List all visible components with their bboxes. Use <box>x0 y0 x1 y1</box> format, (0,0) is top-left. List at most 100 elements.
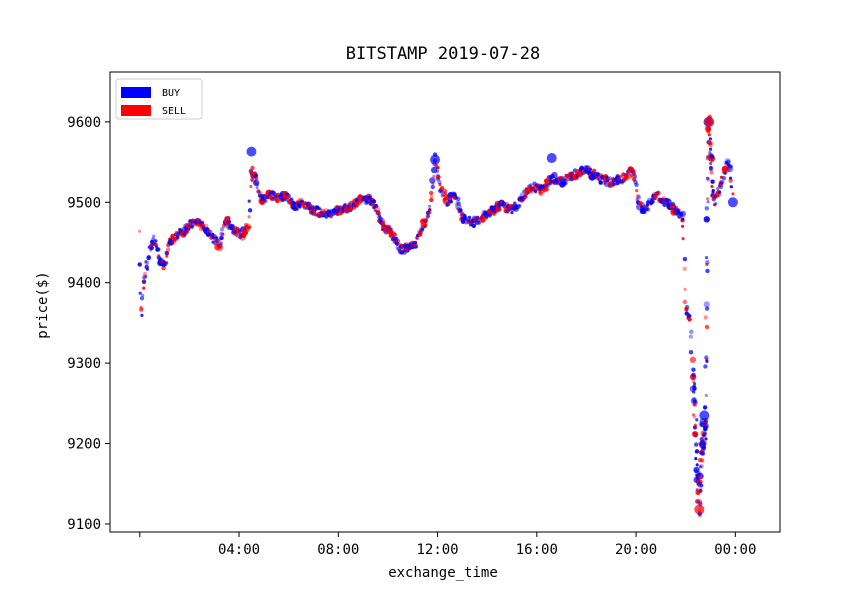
trade-point <box>381 220 386 226</box>
trade-point <box>634 182 639 188</box>
trade-point <box>166 251 170 255</box>
trade-point <box>142 271 148 277</box>
trade-point <box>142 286 146 290</box>
trade-point <box>426 214 430 218</box>
trade-point <box>253 173 259 178</box>
trade-point <box>598 180 603 185</box>
trade-point <box>250 165 255 171</box>
trade-point <box>377 211 381 215</box>
trade-point <box>176 235 180 239</box>
trade-point <box>429 177 436 184</box>
trade-point <box>430 154 441 165</box>
trade-point <box>693 400 698 405</box>
trade-point <box>718 190 722 194</box>
trade-point <box>662 202 667 207</box>
trade-point <box>139 305 143 310</box>
trade-point <box>402 249 406 253</box>
trade-point <box>476 215 480 219</box>
trade-point <box>166 247 171 252</box>
trade-point <box>710 141 714 145</box>
trade-point <box>145 264 149 268</box>
trade-point <box>505 208 510 213</box>
trade-point <box>682 256 688 262</box>
trade-point <box>681 217 685 221</box>
trade-point <box>681 237 685 241</box>
trade-point <box>144 260 148 264</box>
trade-point <box>247 199 251 203</box>
trade-point <box>708 137 713 141</box>
trade-point <box>689 356 697 363</box>
trade-point <box>253 179 260 187</box>
trade-point <box>255 176 259 181</box>
trade-point <box>524 195 528 199</box>
trade-point <box>481 217 486 222</box>
trade-point <box>682 299 688 305</box>
plot-area <box>137 114 738 518</box>
trade-point <box>137 262 142 267</box>
trade-point <box>709 154 715 160</box>
trade-point <box>160 259 166 264</box>
trade-point <box>689 329 694 334</box>
trade-point <box>650 198 655 203</box>
trade-point <box>152 234 156 238</box>
trade-point <box>693 423 697 427</box>
trade-point <box>698 481 702 485</box>
trade-point <box>275 198 280 204</box>
trade-point <box>458 208 463 213</box>
trade-point <box>709 161 713 166</box>
trade-point <box>349 200 353 204</box>
trade-point <box>692 384 696 388</box>
trade-point <box>244 225 249 229</box>
trade-point <box>699 486 703 490</box>
trade-point <box>435 169 440 173</box>
trade-point <box>590 173 594 177</box>
trade-point <box>606 178 610 183</box>
trade-point <box>216 243 224 250</box>
trade-point <box>271 190 276 196</box>
trade-point <box>700 451 706 456</box>
trade-point <box>467 215 472 219</box>
trade-point <box>693 466 700 474</box>
trade-point <box>438 182 442 187</box>
trade-point <box>475 217 481 223</box>
trade-point <box>328 214 334 219</box>
trade-point <box>302 205 306 209</box>
trade-point <box>729 185 733 189</box>
trade-point <box>546 153 557 164</box>
trade-point <box>196 218 202 223</box>
trade-point <box>605 175 609 179</box>
x-tick-label: 20:00 <box>615 542 657 558</box>
trade-point <box>167 239 175 246</box>
trade-point <box>701 445 707 450</box>
trade-point <box>456 201 461 206</box>
trade-point <box>705 197 710 201</box>
trade-point <box>471 223 476 228</box>
trade-point <box>247 225 251 229</box>
trade-point <box>139 296 145 301</box>
trade-point <box>688 314 692 318</box>
trade-point <box>709 147 713 151</box>
trade-point <box>708 143 713 148</box>
x-axis-label: exchange_time <box>388 565 498 581</box>
trade-point <box>186 228 190 233</box>
trade-point <box>529 183 533 187</box>
trade-point <box>326 209 332 214</box>
trade-point <box>538 190 543 195</box>
y-tick-label: 9200 <box>67 437 101 453</box>
x-tick-label: 08:00 <box>317 542 359 558</box>
trade-point <box>208 232 212 236</box>
trade-point <box>427 207 433 213</box>
trade-point <box>703 364 708 369</box>
trade-point <box>443 193 448 199</box>
trade-point <box>157 254 161 258</box>
trade-point <box>141 293 145 297</box>
trade-point <box>706 200 710 204</box>
trade-point <box>694 457 698 461</box>
trade-point <box>429 190 434 196</box>
trade-point <box>165 254 169 258</box>
trade-point <box>705 260 710 265</box>
legend-swatch <box>121 105 151 116</box>
trade-point <box>266 195 270 199</box>
trade-point <box>704 393 708 398</box>
trade-point <box>615 174 620 179</box>
